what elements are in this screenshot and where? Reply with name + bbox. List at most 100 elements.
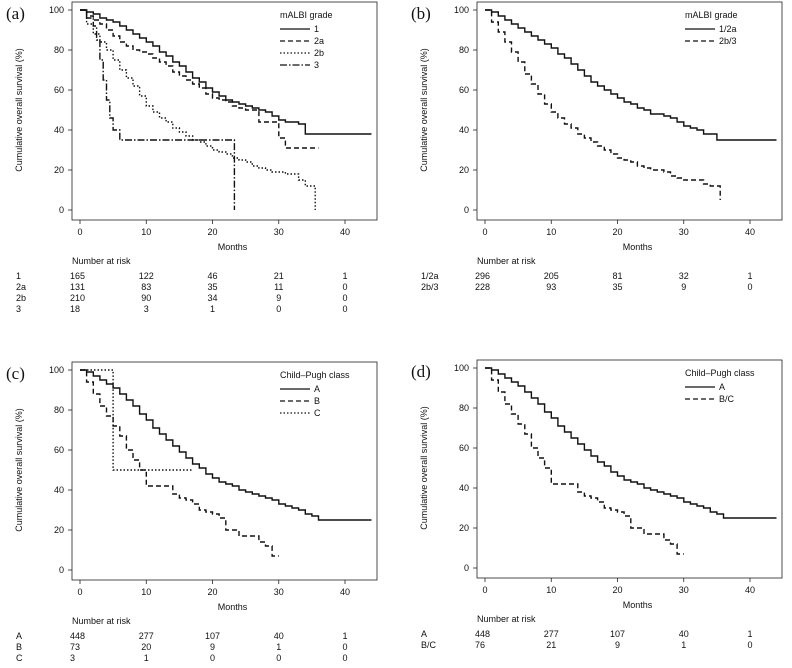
risk-row-label: 3 <box>16 304 21 314</box>
x-tick-label: 0 <box>482 227 487 237</box>
y-tick-label: 20 <box>54 165 64 175</box>
risk-value: 34 <box>207 293 217 303</box>
legend-entry: A <box>719 382 725 392</box>
risk-value: 0 <box>276 304 281 314</box>
risk-value: 32 <box>679 271 689 281</box>
risk-value: 0 <box>747 282 752 292</box>
risk-value: 9 <box>681 282 686 292</box>
km-curve-3 <box>80 369 193 471</box>
risk-value: 9 <box>210 642 215 652</box>
km-curve-1 <box>80 369 372 521</box>
risk-value: 1 <box>681 640 686 650</box>
plot-frame <box>71 361 378 581</box>
risk-value: 46 <box>207 271 217 281</box>
risk-table-heading: Number at risk <box>477 614 536 624</box>
panel-label: (a) <box>6 4 25 23</box>
y-axis-title: Cumulative overall survival (%) <box>419 48 429 172</box>
x-axis-title: Months <box>623 242 653 252</box>
risk-value: 20 <box>141 642 151 652</box>
legend-entry: B <box>314 396 320 406</box>
risk-value: 0 <box>342 642 347 652</box>
risk-value: 73 <box>70 642 80 652</box>
y-tick-label: 40 <box>459 483 469 493</box>
y-tick-label: 80 <box>54 45 64 55</box>
risk-value: 277 <box>544 629 559 639</box>
risk-value: 205 <box>544 271 559 281</box>
y-tick-label: 60 <box>54 85 64 95</box>
x-tick-label: 0 <box>482 585 487 595</box>
y-tick-label: 60 <box>54 445 64 455</box>
panel-label: (d) <box>411 362 431 381</box>
km-curve-1 <box>80 9 372 135</box>
risk-value: 0 <box>342 282 347 292</box>
x-axis-title: Months <box>623 600 653 610</box>
y-tick-label: 40 <box>459 125 469 135</box>
risk-value: 40 <box>679 629 689 639</box>
km-curve-1 <box>485 367 777 519</box>
y-tick-label: 0 <box>464 563 469 573</box>
risk-table-heading: Number at risk <box>72 616 131 626</box>
y-tick-label: 20 <box>459 523 469 533</box>
x-tick-label: 10 <box>141 227 151 237</box>
risk-row-label: 2b/3 <box>421 282 439 292</box>
risk-value: 9 <box>276 293 281 303</box>
x-tick-label: 40 <box>340 587 350 597</box>
x-tick-label: 10 <box>141 587 151 597</box>
y-axis-title: Cumulative overall survival (%) <box>14 408 24 532</box>
risk-row-label: A <box>421 629 427 639</box>
legend-entry: 1/2a <box>719 24 737 34</box>
risk-value: 35 <box>612 282 622 292</box>
y-tick-label: 20 <box>459 165 469 175</box>
risk-value: 21 <box>546 640 556 650</box>
risk-value: 1 <box>342 631 347 641</box>
risk-row-label: B/C <box>421 640 437 650</box>
risk-value: 3 <box>70 653 75 663</box>
km-curve-3 <box>80 9 316 210</box>
risk-value: 11 <box>274 282 283 292</box>
legend-entry: 2b <box>314 48 324 58</box>
risk-value: 9 <box>615 640 620 650</box>
risk-value: 90 <box>141 293 151 303</box>
risk-row-label: B <box>16 642 22 652</box>
risk-value: 0 <box>342 293 347 303</box>
y-tick-label: 0 <box>59 565 64 575</box>
x-tick-label: 20 <box>207 587 217 597</box>
risk-value: 0 <box>276 653 281 663</box>
risk-value: 210 <box>70 293 85 303</box>
risk-value: 1 <box>747 271 752 281</box>
risk-value: 3 <box>144 304 149 314</box>
panel-label: (c) <box>6 364 25 383</box>
risk-table-heading: Number at risk <box>477 256 536 266</box>
risk-value: 83 <box>141 282 151 292</box>
risk-value: 81 <box>612 271 622 281</box>
risk-value: 0 <box>747 640 752 650</box>
y-tick-label: 80 <box>459 45 469 55</box>
panel-label: (b) <box>411 4 431 23</box>
y-tick-label: 0 <box>464 205 469 215</box>
risk-value: 1 <box>747 629 752 639</box>
x-axis-title: Months <box>218 242 248 252</box>
x-tick-label: 30 <box>679 227 689 237</box>
x-tick-label: 40 <box>745 227 755 237</box>
x-tick-label: 0 <box>77 587 82 597</box>
risk-value: 277 <box>139 631 154 641</box>
risk-value: 296 <box>475 271 490 281</box>
risk-value: 0 <box>342 653 347 663</box>
legend-entry: A <box>314 384 320 394</box>
risk-value: 448 <box>475 629 490 639</box>
km-curve-2 <box>80 9 319 149</box>
x-tick-label: 30 <box>274 227 284 237</box>
risk-table-heading: Number at risk <box>72 256 131 266</box>
risk-value: 0 <box>210 653 215 663</box>
km-curve-2 <box>485 9 721 200</box>
legend-entry: 3 <box>314 60 319 70</box>
x-tick-label: 10 <box>546 227 556 237</box>
km-curve-4 <box>80 9 236 210</box>
risk-value: 18 <box>70 304 80 314</box>
x-tick-label: 20 <box>612 227 622 237</box>
x-axis-title: Months <box>218 602 248 612</box>
x-tick-label: 20 <box>207 227 217 237</box>
risk-value: 76 <box>475 640 485 650</box>
